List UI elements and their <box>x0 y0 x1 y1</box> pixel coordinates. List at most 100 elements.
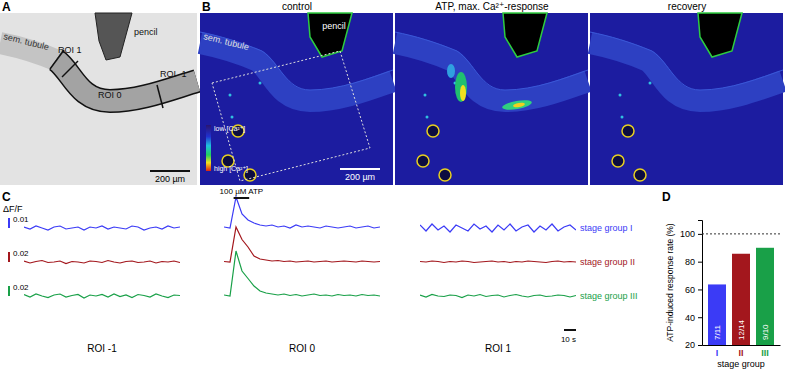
bar <box>708 284 726 345</box>
zoom-frame <box>212 51 370 181</box>
pencil <box>95 13 132 60</box>
cell <box>439 169 451 181</box>
y-tick: 40 <box>685 313 702 323</box>
image-label: sem. tubule <box>203 31 251 52</box>
stimulus-bar <box>234 197 250 199</box>
trace <box>224 227 380 262</box>
x-tick: III <box>761 345 769 358</box>
y-tick: 60 <box>685 285 702 295</box>
calcium-hotspot <box>447 64 455 78</box>
scale-bar <box>150 170 190 172</box>
image-label: pencil <box>134 27 158 37</box>
series-label: stage group II <box>580 257 635 267</box>
y-tick-label: 80 <box>685 257 695 267</box>
y-axis-line <box>698 221 703 346</box>
speckle <box>259 82 262 85</box>
y-tick-mark <box>698 317 702 318</box>
scale-bar-label: 200 µm <box>345 172 375 182</box>
trace <box>420 295 576 298</box>
calcium-hotspot <box>513 102 526 108</box>
series-label: stage group III <box>580 291 638 301</box>
tubule-edge <box>590 32 783 90</box>
y-tick-mark <box>698 289 702 290</box>
speckle <box>231 116 234 119</box>
x-tick: I <box>716 345 719 358</box>
series-label: stage group I <box>580 223 633 233</box>
trace-group <box>24 226 180 298</box>
trace <box>420 224 576 232</box>
panel-a: sem. tubule ROI 1 ROI 0 ROI -1 pencil 200 µm <box>0 13 197 185</box>
column-label: ROI 1 <box>485 343 512 354</box>
tubule <box>200 43 393 101</box>
roi-boundary <box>62 61 78 77</box>
cell <box>634 169 646 181</box>
image-label: sem. tubule <box>3 31 51 52</box>
pencil <box>308 13 352 57</box>
cell <box>622 125 634 137</box>
time-scale-bar-label: 10 s <box>561 335 576 344</box>
calcium-hotspot <box>502 98 533 111</box>
cell <box>427 125 439 137</box>
image-label: ROI 1 <box>58 45 82 55</box>
image-title: control <box>282 1 312 12</box>
image-background <box>590 13 783 185</box>
y-tick-label: 20 <box>685 340 695 350</box>
bar <box>756 248 774 345</box>
y-scale-bar-label: 0.02 <box>13 283 29 292</box>
speckle <box>621 116 624 119</box>
y-axis-title: ATP-induced response rate (%) <box>665 223 675 342</box>
scale-bar <box>340 168 380 170</box>
x-tick-label: III <box>761 348 769 358</box>
image-label: ROI -1 <box>160 69 187 79</box>
tubule-edge <box>200 32 393 90</box>
cell <box>417 155 429 167</box>
x-axis-title: stage group <box>717 359 765 369</box>
panel-label: C <box>2 190 11 204</box>
y-scale-bar <box>8 218 10 228</box>
panel-label: A <box>2 0 11 14</box>
figure: ABCDsem. tubuleROI 1ROI 0ROI -1pencil200… <box>0 0 785 369</box>
time-scale-bar <box>564 329 576 331</box>
trace <box>224 197 380 228</box>
y-axis: 20 40 60 80 100 <box>680 221 703 351</box>
trace <box>420 261 576 263</box>
x-axis-line <box>703 345 781 346</box>
trace-group <box>420 224 576 298</box>
data-label: 9/10 <box>761 324 770 340</box>
tubule-roi <box>56 60 197 101</box>
pencil <box>698 13 742 57</box>
calcium-image <box>395 13 588 185</box>
tubule <box>590 43 783 101</box>
tubule-outline <box>56 60 197 101</box>
y-tick: 80 <box>685 257 702 267</box>
data-label: 7/11 <box>713 324 722 340</box>
figure-svg: ABCDsem. tubuleROI 1ROI 0ROI -1pencil200… <box>0 0 785 369</box>
stimulus-label: 100 µM ATP <box>220 187 264 196</box>
tubule-edge <box>395 32 588 90</box>
y-tick-mark <box>698 345 702 346</box>
y-scale-bar <box>8 286 10 296</box>
speckle <box>426 116 429 119</box>
colorbar-label: low [Ca²⁺] <box>214 125 245 133</box>
speckle <box>649 82 652 85</box>
trace <box>24 226 180 230</box>
image-label: ROI 0 <box>98 90 122 100</box>
calcium-hotspot <box>455 72 467 102</box>
image-background <box>200 13 393 185</box>
y-tick: 100 <box>680 229 702 239</box>
column-label: ROI -1 <box>87 343 117 354</box>
y-scale-bar-label: 0.02 <box>13 249 29 258</box>
panel-label: B <box>202 0 211 14</box>
tubule <box>395 43 588 101</box>
speckle <box>424 94 427 97</box>
panel-d: 20406080100IIIIII7/1112/149/10ATP-induce… <box>665 221 781 369</box>
trace <box>24 294 180 298</box>
scale-bar-label: 200 µm <box>155 174 185 184</box>
speckle <box>619 94 622 97</box>
y-label: ΔF/F <box>3 204 23 214</box>
colorbar-label: high [Ca²⁺] <box>214 165 248 173</box>
data-label: 12/14 <box>737 319 746 340</box>
speckle <box>229 94 232 97</box>
calcium-image <box>590 13 783 185</box>
roi-boundary <box>157 85 163 108</box>
